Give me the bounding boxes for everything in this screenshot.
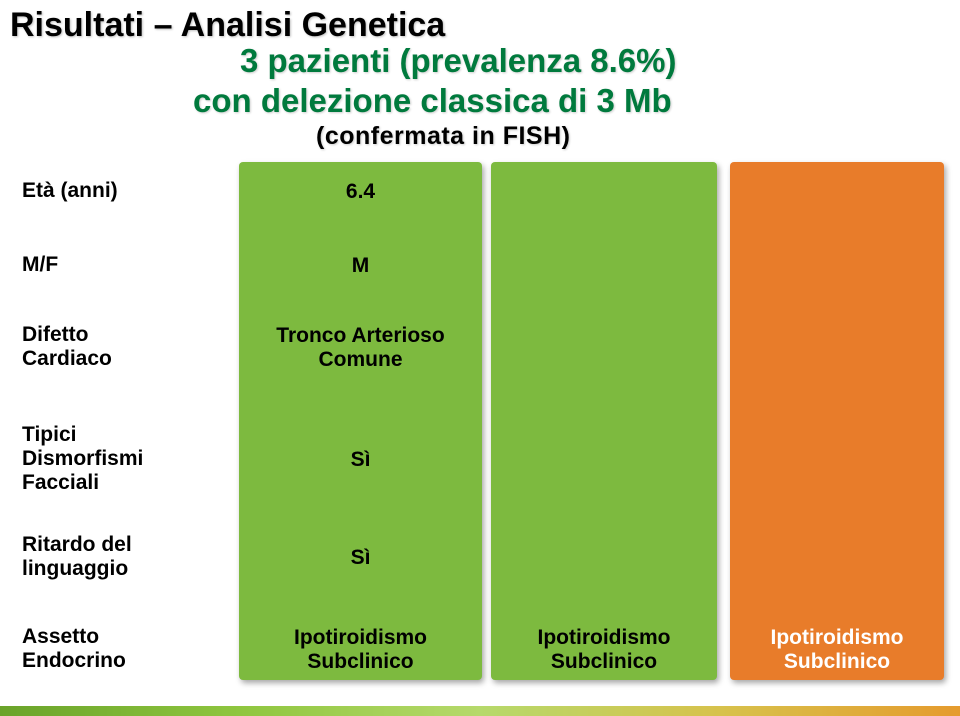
label-endo1: Assetto: [22, 626, 99, 649]
cell-language: Sì: [239, 546, 482, 569]
cell-endocrine-l2: Subclinico: [491, 650, 717, 673]
subtitle-line-3: (confermata in FISH): [316, 122, 570, 151]
data-panel: IpotiroidismoSubclinico: [491, 162, 717, 680]
cell-endocrine-l2: Subclinico: [239, 650, 482, 673]
label-defect2: Cardiaco: [22, 348, 112, 371]
cell-dysmorphism: Sì: [239, 448, 482, 471]
subtitle-line-2: con delezione classica di 3 Mb: [193, 82, 672, 120]
page-title: Risultati – Analisi Genetica: [10, 6, 445, 45]
cell-endocrine-l1: Ipotiroidismo: [239, 626, 482, 649]
cell-age: 6.4: [239, 180, 482, 203]
cell-endocrine-l1: Ipotiroidismo: [730, 626, 944, 649]
label-age: Età (anni): [22, 180, 118, 203]
cell-endocrine-l1: Ipotiroidismo: [491, 626, 717, 649]
accent-bar: [0, 706, 960, 716]
cell-sex: M: [239, 254, 482, 277]
subtitle-line-1: 3 pazienti (prevalenza 8.6%): [240, 42, 677, 80]
label-lang2: linguaggio: [22, 558, 128, 581]
data-panel: IpotiroidismoSubclinico: [730, 162, 944, 680]
cell-defect-l2: Comune: [239, 348, 482, 371]
cell-endocrine-l2: Subclinico: [730, 650, 944, 673]
label-dys2: Dismorfismi: [22, 448, 143, 471]
label-sex: M/F: [22, 254, 58, 277]
label-dys3: Facciali: [22, 472, 99, 495]
label-endo2: Endocrino: [22, 650, 126, 673]
data-panel: 6.4 M Tronco ArteriosoComune Sì Sì Ipotiroidi…: [239, 162, 482, 680]
cell-defect-l1: Tronco Arterioso: [239, 324, 482, 347]
label-defect1: Difetto: [22, 324, 89, 347]
label-dys1: Tipici: [22, 424, 76, 447]
label-lang1: Ritardo del: [22, 534, 132, 557]
